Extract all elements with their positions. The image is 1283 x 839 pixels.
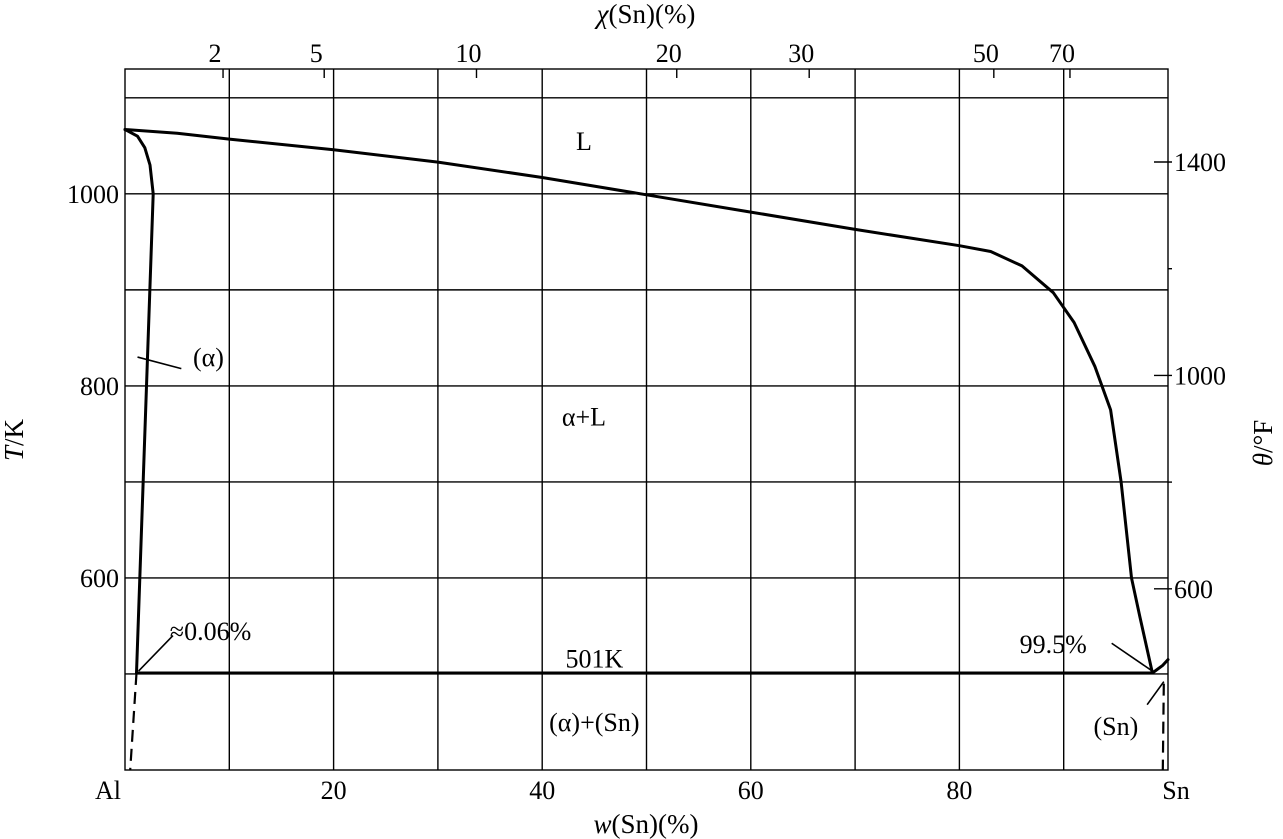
x-bottom-axis-title: w(Sn)(%) (594, 809, 699, 839)
region-label: ≈0.06% (170, 617, 251, 646)
y-left-axis-title-symbol: T (0, 444, 29, 461)
x-top-tick-label: 20 (656, 39, 682, 68)
x-bottom-end-label-right: Sn (1162, 776, 1189, 805)
x-bottom-tick-label: 80 (946, 776, 972, 805)
series-liquidus (123, 128, 1170, 675)
region-label: 501K (565, 645, 623, 674)
x-bottom-tick-label: 60 (738, 776, 764, 805)
region-label: α+L (562, 403, 606, 432)
label-layer: L (α) α+L 501K (α)+(Sn) ≈0.06% 99.5% (Sn) (170, 127, 1138, 741)
region-label: (Sn) (1093, 712, 1138, 741)
x-top-tick-label: 10 (455, 39, 481, 68)
series-solidus (123, 128, 155, 675)
region-label: (α)+(Sn) (549, 708, 639, 737)
leader-line (137, 356, 182, 370)
y-left-tick-label: 800 (80, 372, 119, 401)
series-layer (123, 128, 1170, 771)
series-solvus-sn (1161, 683, 1165, 771)
series-solvus (129, 672, 138, 771)
x-top-tick-label: 30 (788, 39, 814, 68)
y-left-tick-label: 600 (80, 564, 119, 593)
x-bottom-tick-label: 40 (529, 776, 555, 805)
x-top-axis-title-unit: (Sn)(%) (608, 0, 695, 29)
region-label: (α) (193, 343, 224, 372)
plot-frame (124, 68, 1169, 771)
x-bottom-tick-label: 20 (321, 776, 347, 805)
x-bottom-axis-title-unit: (Sn)(%) (612, 809, 699, 839)
y-right-axis-title-symbol: θ (1248, 453, 1278, 466)
grid-layer (125, 69, 1168, 770)
leader-line (1111, 642, 1153, 672)
leader-line (137, 635, 174, 672)
x-bottom-end-label-left: Al (95, 776, 121, 805)
y-left-axis-title-unit: /K (0, 418, 29, 446)
x-top-tick-label: 5 (310, 39, 323, 68)
y-right-axis-title-unit: /°F (1248, 420, 1278, 453)
region-label: 99.5% (1020, 630, 1087, 659)
leader-line (1146, 681, 1165, 706)
y-left-tick-label: 1000 (67, 180, 119, 209)
y-right-axis-title: θ/°F (1248, 420, 1278, 467)
x-top-tick-label: 70 (1049, 39, 1075, 68)
x-top-axis-title: χ(Sn)(%) (594, 0, 696, 29)
x-bottom-axis-title-symbol: w (594, 809, 612, 839)
x-top-tick-label: 50 (973, 39, 999, 68)
x-top-axis-title-symbol: χ (594, 0, 610, 29)
y-right-tick-label: 600 (1174, 575, 1213, 604)
x-top-tick-label: 2 (209, 39, 222, 68)
y-right-tick-label: 1000 (1174, 361, 1226, 390)
y-left-axis-title: T/K (0, 418, 29, 461)
y-right-tick-label: 1400 (1174, 148, 1226, 177)
region-label: L (576, 127, 592, 156)
